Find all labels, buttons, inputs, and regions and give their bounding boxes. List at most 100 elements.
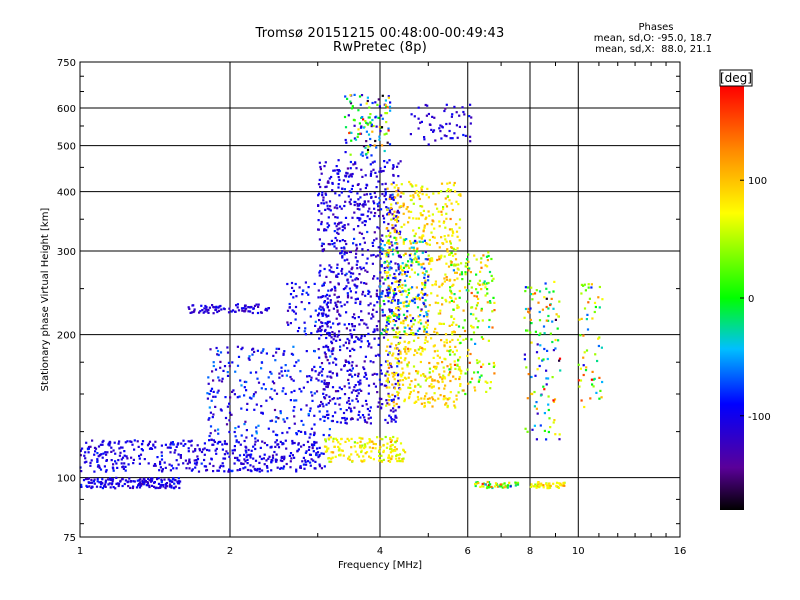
y-tick-label: 500 (57, 142, 76, 153)
data-point (430, 128, 433, 131)
data-point (445, 278, 449, 281)
data-point (254, 447, 257, 451)
data-point (396, 242, 399, 245)
data-point (440, 125, 443, 128)
data-point (348, 190, 351, 193)
data-point (540, 484, 543, 487)
data-point (403, 238, 406, 242)
data-point (112, 486, 115, 489)
data-point (206, 392, 209, 395)
data-point (351, 172, 354, 176)
data-point (345, 141, 348, 144)
data-point (409, 287, 412, 290)
data-point (376, 277, 379, 280)
data-point (208, 392, 211, 396)
data-point (163, 461, 166, 464)
data-point (360, 168, 363, 171)
data-point (204, 465, 208, 468)
data-point (328, 334, 331, 337)
data-point (398, 341, 402, 344)
data-point (234, 310, 237, 313)
data-point (398, 330, 401, 334)
data-point (323, 330, 327, 333)
data-point (389, 447, 392, 451)
data-point (331, 331, 334, 334)
data-point (171, 480, 174, 483)
data-point (118, 454, 121, 457)
data-point (87, 451, 90, 454)
data-point (389, 231, 392, 235)
data-point (260, 411, 263, 414)
data-point (255, 303, 258, 306)
data-point (323, 465, 326, 468)
data-point (227, 361, 230, 364)
data-point (346, 347, 349, 350)
data-point (354, 278, 357, 281)
data-point (383, 244, 386, 247)
data-point (285, 374, 288, 377)
data-point (421, 283, 424, 286)
data-point (391, 282, 394, 285)
data-point (253, 350, 256, 353)
data-point (356, 394, 359, 397)
data-point (263, 463, 266, 466)
data-point (256, 469, 259, 472)
data-point (347, 114, 350, 117)
data-point (442, 398, 445, 401)
data-point (240, 307, 244, 310)
data-point (102, 485, 106, 488)
data-point (198, 311, 201, 314)
data-point (231, 390, 234, 393)
data-point (297, 448, 300, 451)
data-point (485, 255, 489, 258)
data-point (256, 349, 259, 352)
data-point (389, 316, 392, 319)
data-point (477, 282, 480, 285)
data-point (458, 356, 462, 359)
data-point (421, 296, 424, 299)
data-point (367, 304, 370, 307)
data-point (160, 444, 163, 447)
data-point (557, 486, 560, 489)
data-point (289, 293, 293, 296)
data-point (439, 376, 442, 379)
data-point (382, 201, 386, 204)
data-point (298, 326, 301, 330)
data-point (428, 214, 431, 217)
data-point (478, 376, 481, 379)
data-point (428, 397, 431, 400)
data-point (391, 248, 395, 251)
data-point (370, 346, 373, 349)
data-point (445, 189, 448, 193)
data-point (282, 458, 286, 461)
data-point (305, 350, 308, 353)
data-point (170, 486, 173, 489)
data-point (538, 333, 541, 337)
data-point (555, 481, 559, 484)
data-point (545, 319, 548, 322)
data-point (326, 325, 329, 328)
data-point (539, 344, 542, 347)
data-point (386, 442, 389, 445)
data-point (195, 461, 199, 464)
data-point (582, 373, 585, 377)
data-point (482, 254, 485, 257)
data-point (137, 484, 140, 487)
data-point (598, 285, 601, 289)
data-point (591, 383, 594, 386)
data-point (332, 397, 336, 400)
data-point (370, 125, 373, 128)
data-point (420, 291, 423, 294)
data-point (317, 348, 320, 351)
data-point (434, 283, 437, 286)
data-point (319, 365, 322, 369)
data-point (182, 462, 185, 465)
data-point (391, 196, 394, 199)
data-point (390, 439, 393, 442)
data-point (356, 441, 359, 445)
data-point (115, 482, 118, 485)
data-point (156, 456, 159, 459)
data-point (240, 462, 243, 465)
data-point (475, 258, 478, 261)
data-point (449, 379, 452, 383)
